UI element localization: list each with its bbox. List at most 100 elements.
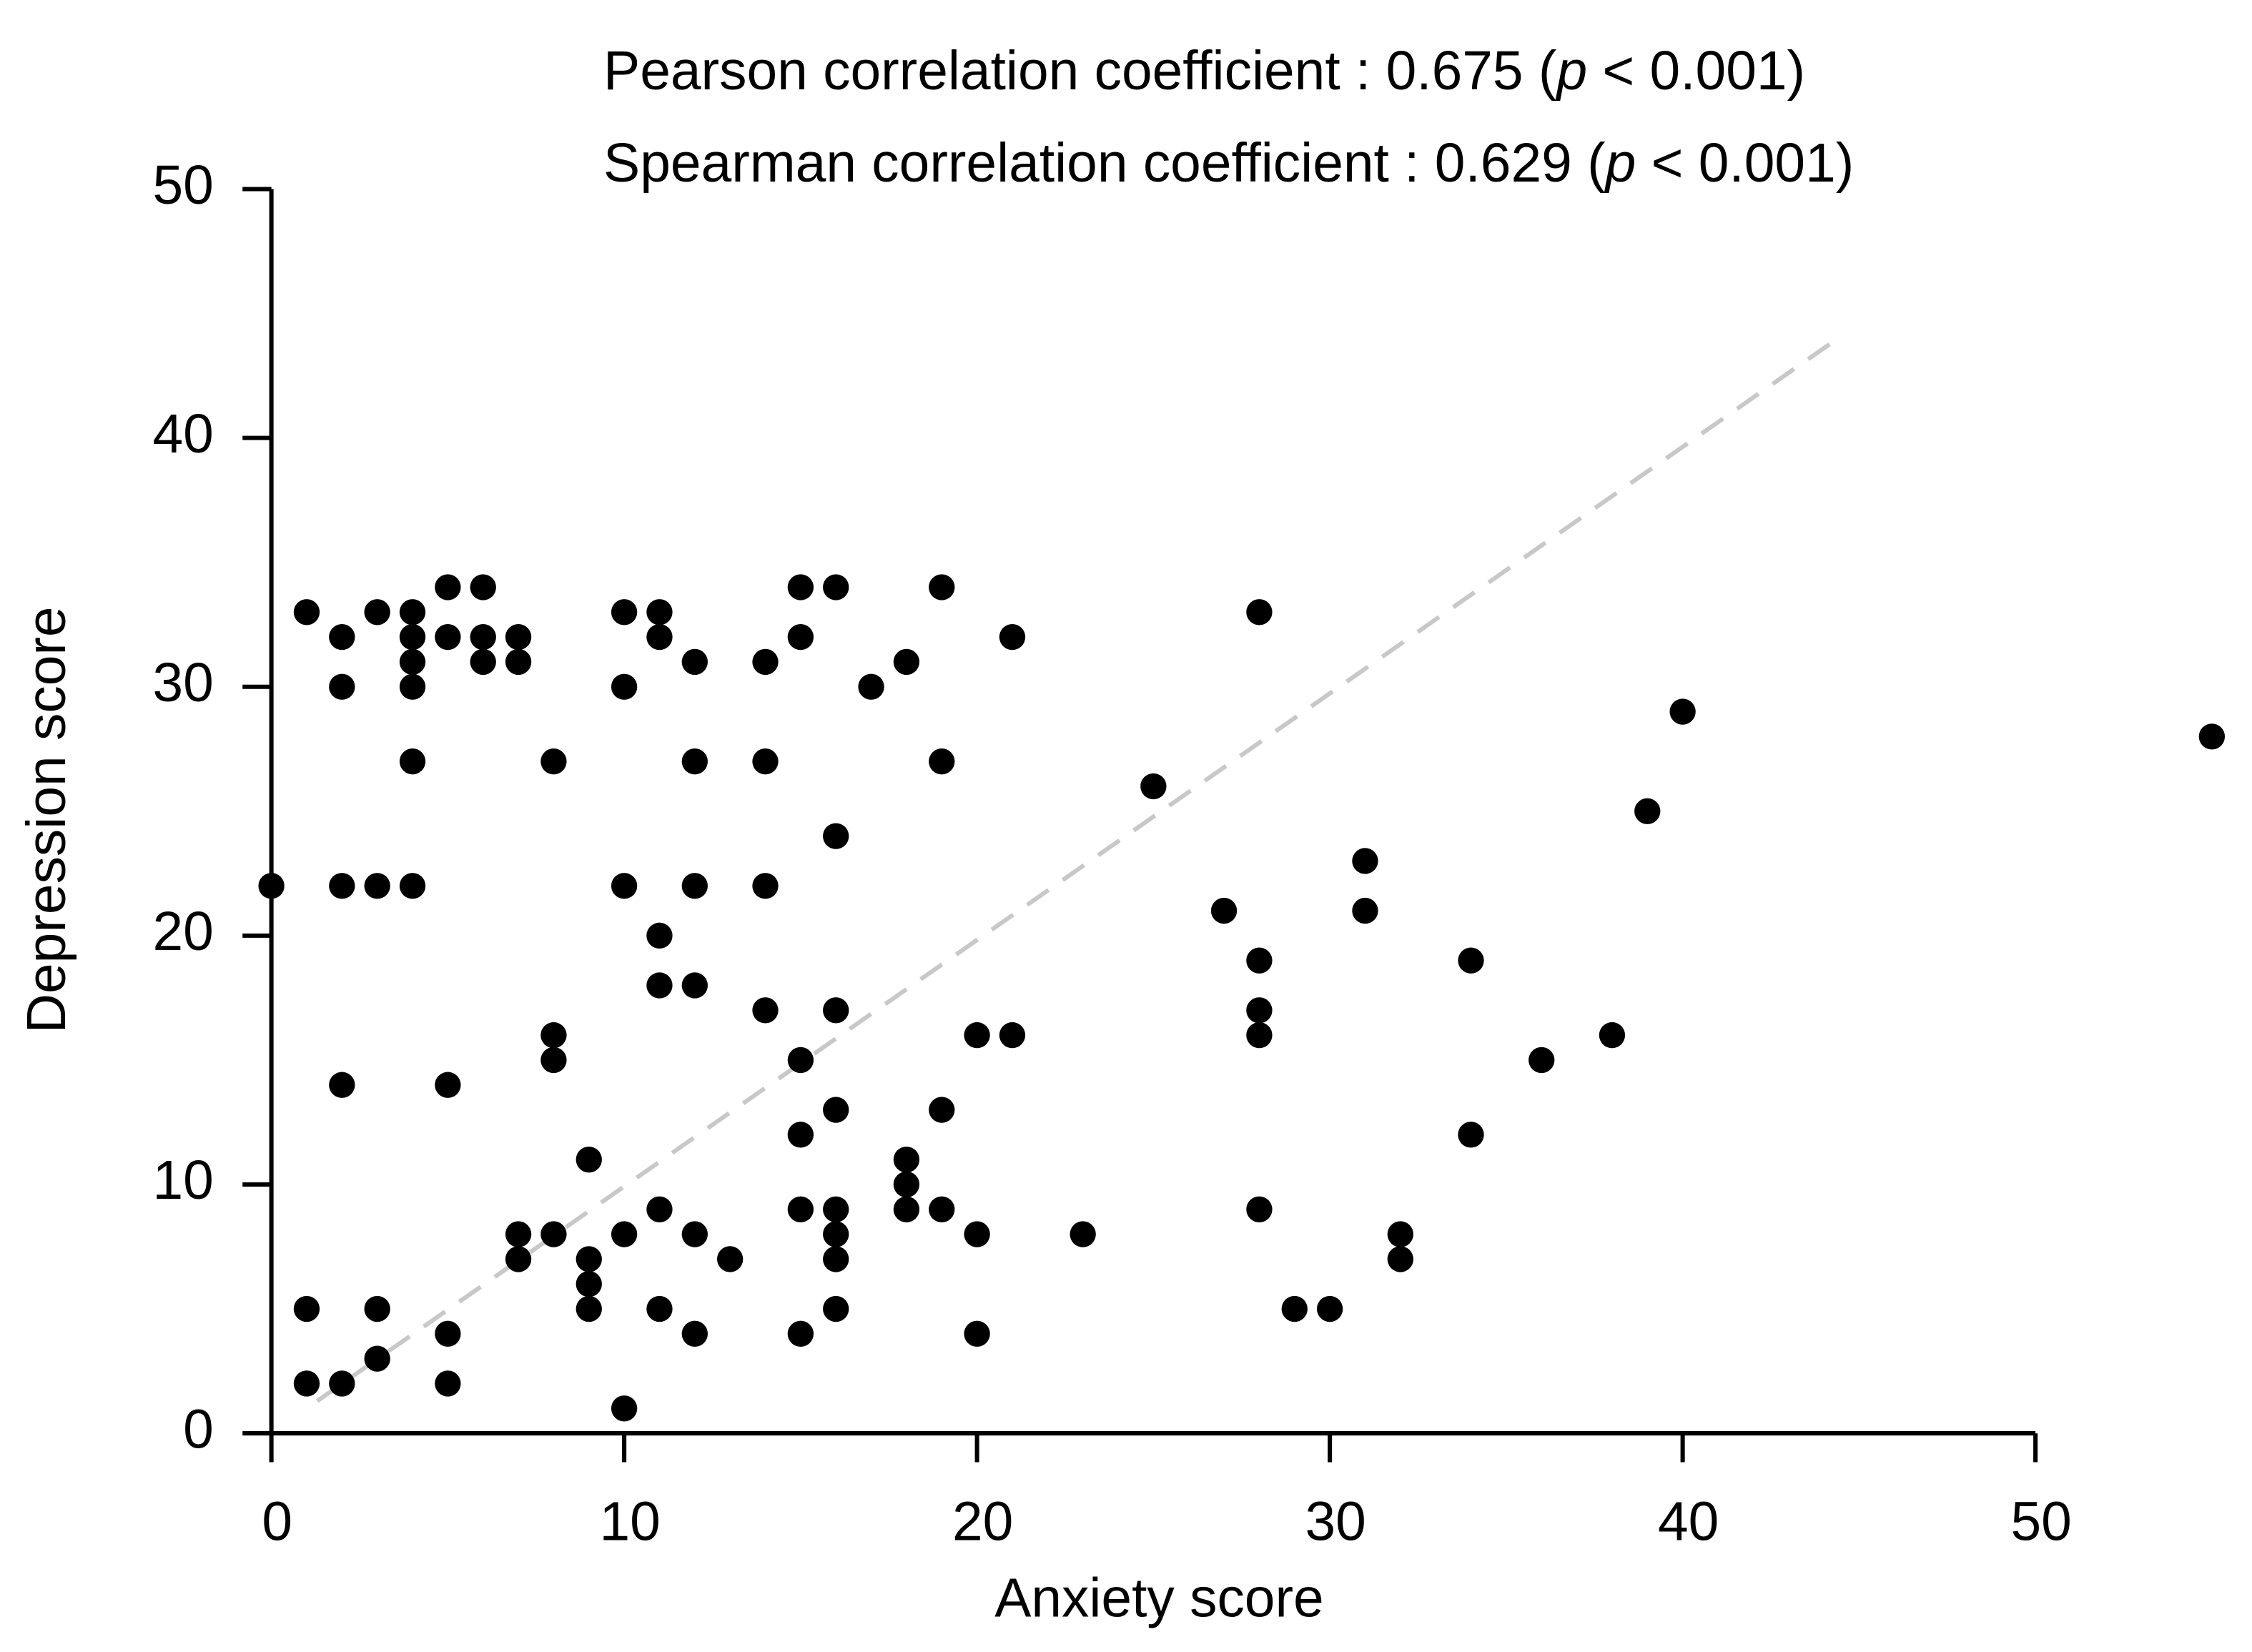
point [1210, 897, 1238, 924]
point [929, 574, 955, 600]
point [999, 1022, 1026, 1049]
point [752, 648, 779, 676]
point [823, 1196, 849, 1222]
point [1352, 848, 1378, 874]
point [681, 972, 708, 999]
annotation-text: < 0.001) [1636, 133, 1854, 194]
point [1669, 698, 1696, 725]
y-axis-title: Depression score [16, 606, 77, 1033]
point [399, 873, 426, 899]
y-tick-label: 20 [153, 901, 214, 962]
annotation: Pearson correlation coefficient : 0.675 … [603, 41, 1805, 102]
x-tick-label: 40 [1658, 1492, 1719, 1553]
point [470, 574, 496, 600]
point [787, 574, 814, 600]
point [823, 1097, 849, 1123]
point [1246, 947, 1273, 974]
point [364, 873, 390, 899]
point [364, 1345, 390, 1372]
point [681, 1221, 708, 1247]
y-tick-label: 50 [153, 155, 214, 216]
point [364, 1295, 390, 1322]
point [823, 1295, 849, 1322]
point [435, 1370, 461, 1397]
point [823, 1221, 849, 1247]
point [329, 1072, 355, 1098]
point [1246, 1022, 1273, 1049]
x-tick-label: 10 [600, 1492, 661, 1553]
point [435, 574, 461, 600]
point [787, 623, 814, 651]
point [1458, 947, 1484, 974]
point [611, 1221, 638, 1247]
annotation-text: Spearman correlation coefficient : 0.629… [603, 133, 1606, 194]
point [681, 748, 708, 775]
point [1458, 1122, 1484, 1148]
point [752, 748, 779, 775]
point [716, 1246, 744, 1272]
point [540, 1022, 567, 1049]
point [1281, 1295, 1308, 1322]
annotation-italic: p [1555, 41, 1587, 102]
point [611, 1395, 638, 1422]
point [646, 599, 673, 625]
point [893, 1146, 920, 1173]
annotation-text: Pearson correlation coefficient : 0.675 … [603, 41, 1557, 102]
point [576, 1146, 602, 1173]
point [540, 748, 567, 775]
point [787, 1320, 814, 1347]
point [293, 599, 320, 625]
point [787, 1047, 814, 1074]
point [293, 1295, 320, 1322]
point [893, 1171, 920, 1198]
point [646, 972, 673, 999]
point [1387, 1246, 1413, 1272]
x-tick-label: 50 [2011, 1492, 2072, 1553]
point [505, 1221, 532, 1247]
point [611, 873, 638, 899]
point [893, 1196, 920, 1222]
point [646, 1295, 673, 1322]
point [681, 648, 708, 676]
annotation: Spearman correlation coefficient : 0.629… [603, 133, 1854, 194]
point [1634, 798, 1661, 824]
point [399, 599, 426, 625]
point [435, 1320, 461, 1347]
point [964, 1221, 990, 1247]
y-tick-label: 30 [153, 653, 214, 713]
x-tick-label: 20 [952, 1492, 1013, 1553]
point [2198, 723, 2226, 750]
point [646, 623, 673, 651]
point [681, 873, 708, 899]
x-axis-title: Anxiety score [994, 1568, 1324, 1629]
point [470, 648, 496, 676]
point [364, 599, 390, 625]
y-tick-label: 0 [183, 1399, 214, 1460]
point [576, 1295, 602, 1322]
point [1070, 1221, 1096, 1247]
point [399, 673, 426, 700]
point [787, 1122, 814, 1148]
point [576, 1271, 602, 1297]
point [752, 997, 779, 1024]
point [329, 623, 355, 651]
point [999, 623, 1026, 651]
point [681, 1320, 708, 1347]
annotation-text: < 0.001) [1587, 41, 1805, 102]
point [1246, 997, 1273, 1024]
annotation-italic: p [1604, 133, 1636, 194]
point [1352, 897, 1378, 924]
point [505, 648, 532, 676]
point [470, 623, 496, 651]
point [964, 1022, 990, 1049]
x-tick-label: 30 [1305, 1492, 1366, 1553]
point [646, 1196, 673, 1222]
x-tick-label: 0 [262, 1492, 292, 1553]
point [929, 1097, 955, 1123]
point [505, 1246, 532, 1272]
point [611, 599, 638, 625]
point [1316, 1295, 1343, 1322]
point [929, 748, 955, 775]
